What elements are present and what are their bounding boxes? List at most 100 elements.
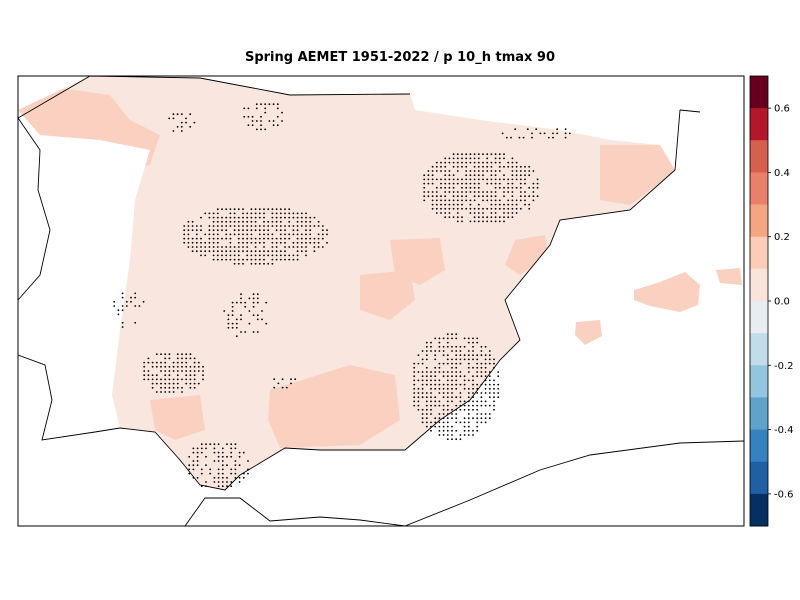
stipple-dot (221, 447, 224, 450)
stipple-dot (477, 195, 480, 198)
stipple-dot (498, 186, 501, 189)
stipple-dot (417, 362, 420, 365)
stipple-dot (317, 225, 320, 227)
stipple-dot (434, 421, 437, 424)
stipple-dot (271, 237, 274, 240)
stipple-dot (191, 229, 194, 232)
stipple-dot (226, 485, 228, 488)
stipple-dot (268, 120, 271, 122)
stipple-dot (421, 350, 424, 352)
stipple-dot (164, 357, 167, 360)
stipple-dot (459, 400, 462, 403)
stipple-dot (284, 229, 286, 232)
stipple-dot (434, 366, 437, 369)
stipple-dot (456, 161, 459, 164)
stipple-dot (446, 425, 449, 428)
stipple-dot (452, 157, 455, 160)
stipple-dot (193, 365, 196, 368)
stipple-dot (272, 120, 275, 122)
stipple-dot (254, 216, 257, 219)
stipple-dot (121, 292, 124, 295)
colorbar-bin (750, 204, 768, 238)
stipple-dot (143, 365, 146, 368)
stipple-dot (473, 207, 476, 210)
stipple-dot (524, 170, 526, 172)
stipple-dot (493, 379, 495, 382)
stipple-dot (225, 254, 228, 257)
stipple-dot (193, 357, 196, 360)
stipple-dot (238, 451, 241, 454)
stipple-dot (425, 417, 428, 420)
stipple-dot (229, 220, 232, 223)
stipple-dot (417, 408, 420, 411)
stipple-dot (292, 216, 295, 219)
stipple-dot (421, 392, 424, 394)
stipple-dot (438, 429, 441, 432)
stipple-dot (480, 362, 483, 365)
stipple-dot (229, 250, 232, 253)
stipple-dot (290, 382, 292, 385)
stipple-dot (292, 241, 295, 244)
stipple-dot (434, 404, 437, 407)
stipple-dot (260, 103, 262, 106)
stipple-dot (205, 447, 207, 450)
stipple-dot (469, 178, 472, 181)
stipple-dot (490, 207, 493, 210)
stipple-dot (463, 345, 466, 348)
colorbar-bin (750, 461, 768, 495)
stipple-dot (467, 366, 470, 369)
stipple-dot (276, 124, 279, 127)
stipple-dot (493, 392, 495, 394)
stipple-dot (484, 417, 487, 420)
stipple-dot (472, 404, 474, 407)
stipple-dot (425, 358, 428, 361)
stipple-dot (438, 404, 441, 407)
stipple-dot (446, 404, 449, 407)
stipple-dot (490, 191, 493, 193)
stipple-dot (251, 115, 254, 118)
stipple-dot (488, 404, 491, 407)
stipple-dot (225, 250, 228, 253)
stipple-dot (254, 262, 257, 265)
stipple-dot (467, 392, 470, 394)
stipple-dot (155, 365, 158, 368)
stipple-dot (438, 341, 441, 344)
stipple-dot (300, 233, 303, 236)
stipple-dot (258, 216, 261, 219)
colorbar-bin (750, 365, 768, 398)
stipple-dot (465, 186, 468, 189)
stipple-dot (451, 333, 453, 336)
stipple-dot (160, 391, 162, 393)
stipple-dot (151, 374, 154, 377)
stipple-dot (221, 476, 224, 479)
stipple-dot (250, 258, 253, 261)
stipple-dot (455, 421, 458, 424)
stipple-dot (425, 408, 428, 411)
stipple-dot (421, 362, 424, 365)
stipple-dot (442, 383, 445, 386)
map-area (18, 76, 744, 526)
stipple-dot (196, 447, 199, 450)
stipple-dot (430, 375, 432, 378)
stipple-dot (288, 212, 291, 215)
stipple-dot (251, 120, 254, 122)
stipple-dot (532, 191, 535, 193)
stipple-dot (425, 366, 428, 369)
stipple-dot (427, 182, 430, 185)
stipple-dot (507, 178, 510, 181)
stipple-dot (121, 305, 124, 307)
stipple-dot (446, 337, 449, 340)
stipple-dot (326, 229, 328, 232)
stipple-dot (216, 208, 219, 211)
stipple-dot (225, 216, 228, 219)
stipple-dot (288, 225, 291, 227)
stipple-dot (494, 195, 497, 198)
stipple-dot (233, 250, 236, 253)
stipple-dot (459, 358, 462, 361)
stipple-dot (217, 485, 220, 488)
stipple-dot (305, 225, 307, 227)
stipple-dot (467, 408, 470, 411)
stipple-dot (233, 220, 236, 223)
stipple-dot (300, 225, 303, 227)
stipple-dot (296, 258, 299, 261)
